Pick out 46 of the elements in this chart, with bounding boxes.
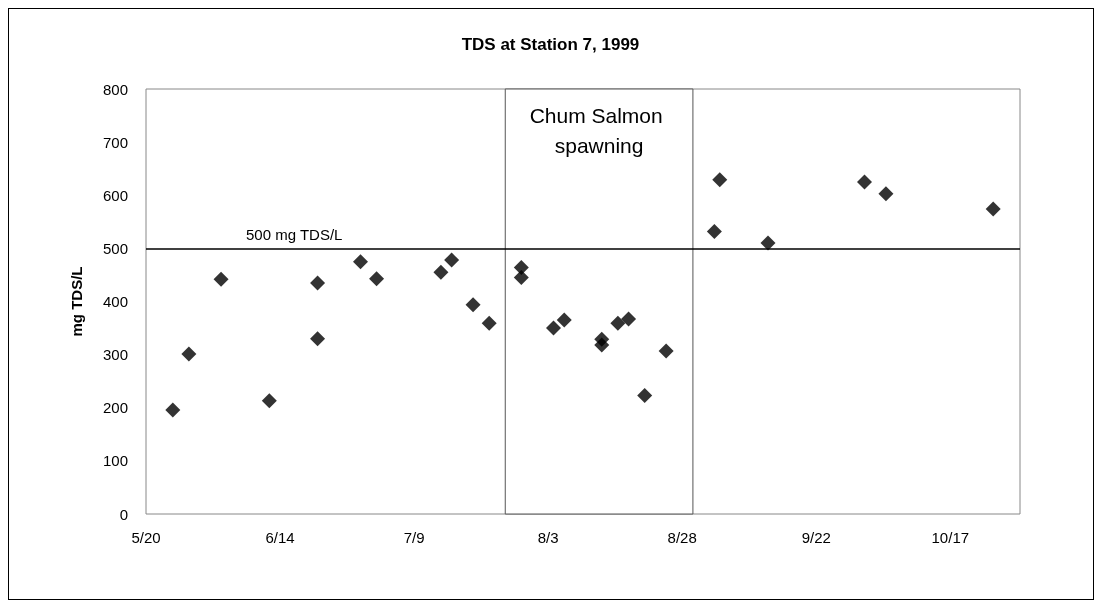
x-tick-label: 10/17 bbox=[931, 529, 970, 546]
y-tick-label: 0 bbox=[119, 505, 128, 523]
point bbox=[556, 312, 572, 328]
point bbox=[621, 311, 637, 327]
point bbox=[165, 402, 181, 418]
point bbox=[310, 275, 326, 291]
point bbox=[985, 201, 1001, 217]
point bbox=[610, 315, 626, 331]
point bbox=[352, 254, 368, 270]
x-tick-label: 5/20 bbox=[131, 529, 161, 546]
point bbox=[213, 271, 229, 287]
x-tick-label: 9/22 bbox=[801, 529, 831, 546]
y-tick-label: 100 bbox=[102, 452, 128, 470]
band-label: Chum Salmon spawning bbox=[529, 104, 669, 157]
point bbox=[760, 235, 776, 251]
point bbox=[546, 320, 562, 336]
point bbox=[465, 297, 481, 313]
point bbox=[181, 346, 197, 362]
point bbox=[878, 186, 894, 202]
point bbox=[310, 331, 326, 347]
point bbox=[513, 270, 529, 286]
point bbox=[444, 252, 460, 268]
ref-line-label: 500 mg TDS/L bbox=[246, 226, 343, 244]
y-tick-label: 700 bbox=[102, 133, 128, 151]
chart-title: TDS at Station 7, 1999 bbox=[461, 35, 640, 54]
point bbox=[594, 337, 610, 353]
point bbox=[637, 388, 653, 404]
point bbox=[712, 172, 728, 188]
y-tick-label: 800 bbox=[102, 80, 128, 98]
y-axis-title: mg TDS/L bbox=[68, 266, 85, 337]
x-tick-label: 6/14 bbox=[265, 529, 295, 546]
point bbox=[857, 174, 872, 190]
point bbox=[658, 343, 674, 359]
x-tick-label: 7/9 bbox=[403, 529, 425, 546]
point bbox=[369, 271, 385, 287]
x-tick-label: 8/3 bbox=[537, 529, 559, 546]
point bbox=[433, 264, 449, 280]
point bbox=[706, 223, 722, 239]
y-tick-label: 600 bbox=[102, 186, 128, 204]
y-tick-label: 200 bbox=[102, 399, 128, 417]
point bbox=[481, 315, 497, 331]
point bbox=[261, 393, 277, 409]
y-tick-label: 400 bbox=[102, 293, 128, 310]
x-tick-label: 8/28 bbox=[667, 529, 697, 546]
y-tick-label: 300 bbox=[102, 346, 128, 364]
y-tick-label: 500 bbox=[102, 239, 128, 257]
